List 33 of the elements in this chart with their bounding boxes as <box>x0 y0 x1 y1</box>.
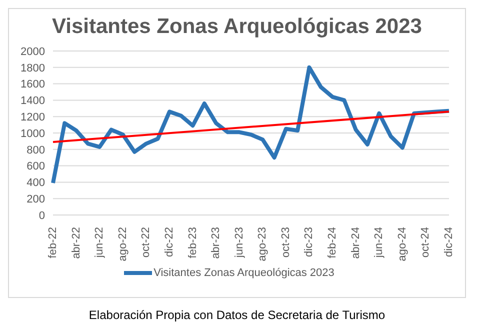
legend-label: Visitantes Zonas Arqueológicas 2023 <box>154 267 334 279</box>
chart-title: Visitantes Zonas Arqueológicas 2023 <box>51 14 423 40</box>
y-tick-label: 1000 <box>20 128 45 140</box>
y-tick-label: 2000 <box>20 46 45 58</box>
x-tick-label: feb-24 <box>326 227 339 258</box>
y-tick-label: 400 <box>26 177 45 190</box>
y-tick-label: 1400 <box>20 95 45 108</box>
x-tick-label: dic-24 <box>443 227 455 257</box>
y-tick-label: 200 <box>26 194 45 206</box>
x-tick-label: ago-23 <box>256 227 269 262</box>
x-tick-label: feb-23 <box>186 227 199 258</box>
y-tick-label: 1600 <box>20 78 45 91</box>
x-tick-label: dic-23 <box>303 227 316 257</box>
x-tick-label: feb-22 <box>47 227 59 258</box>
x-tick-label: oct-24 <box>420 227 432 258</box>
x-tick-label: dic-22 <box>163 227 176 257</box>
x-tick-label: oct-22 <box>140 227 152 258</box>
line-series <box>51 65 451 186</box>
x-tick-label: jun-22 <box>94 227 106 259</box>
x-tick-label: abr-23 <box>210 227 222 259</box>
x-tick-label: jun-23 <box>233 227 246 259</box>
y-tick-label: 600 <box>26 160 45 173</box>
y-tick-label: 1200 <box>20 112 45 124</box>
y-tick-label: 800 <box>26 144 45 156</box>
x-tick-label: abr-22 <box>70 227 82 259</box>
text: Elaboración Propia con Datos de Secretaria de Turismo <box>88 308 386 322</box>
x-tick-label: ago-22 <box>116 227 129 262</box>
x-tick-label: jun-24 <box>373 227 386 259</box>
y-tick-label: 0 <box>38 210 45 222</box>
y-tick-label: 1800 <box>20 62 45 74</box>
x-tick-label: oct-23 <box>280 227 292 258</box>
x-tick-label: ago-24 <box>396 227 408 262</box>
x-tick-label: abr-24 <box>350 227 362 259</box>
